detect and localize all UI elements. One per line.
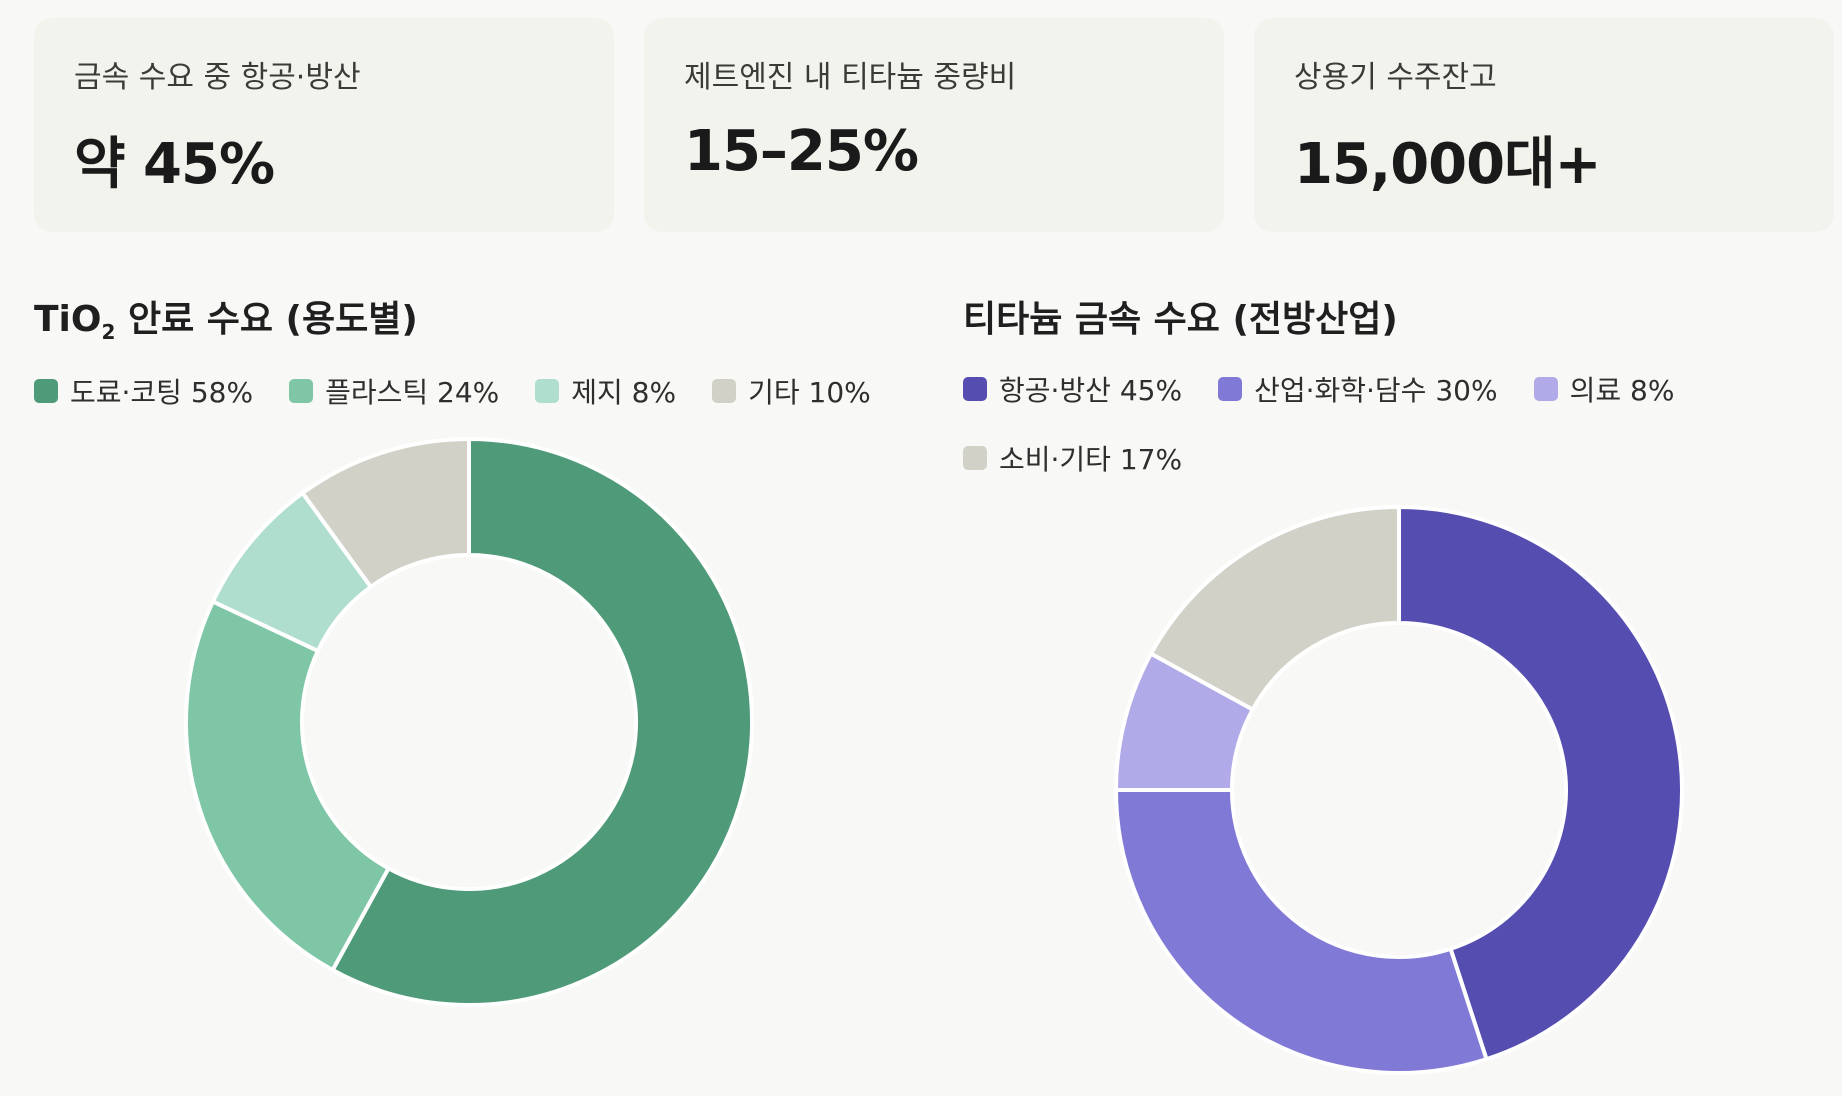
legend-swatch xyxy=(535,379,560,404)
chart-title-main: TiO xyxy=(34,299,102,340)
legend-swatch xyxy=(289,379,314,404)
stat-value: 15–25% xyxy=(684,119,919,184)
legend-label: 제지 8% xyxy=(571,376,677,410)
legend-item: 기타 10% xyxy=(712,374,871,410)
donut-slice-2 xyxy=(184,599,391,972)
legend-swatch xyxy=(1218,377,1243,401)
donut-slice-4 xyxy=(300,437,471,589)
donut-slice-1 xyxy=(330,437,754,1007)
tio2-chart-panel: TiO2 안료 수요 (용도별) 도료·코팅 58% 플라스틱 24% 제지 8… xyxy=(34,290,934,443)
stat-value: 약 45% xyxy=(74,132,275,197)
legend-swatch xyxy=(963,446,987,470)
legend-item: 플라스틱 24% xyxy=(289,374,500,410)
stat-card-order-backlog: 상용기 수주잔고 15,000대+ xyxy=(1254,18,1834,232)
stat-card-jet-engine-weight: 제트엔진 내 티타늄 중량비 15–25% xyxy=(644,18,1224,232)
legend-label: 기타 10% xyxy=(748,376,871,410)
chart-legend: 도료·코팅 58% 플라스틱 24% 제지 8% 기타 10% xyxy=(34,374,934,443)
stat-label: 상용기 수주잔고 xyxy=(1294,60,1497,95)
legend-label: 플라스틱 24% xyxy=(325,376,500,410)
legend-label: 산업·화학·담수 30% xyxy=(1254,374,1498,407)
stat-label: 금속 수요 중 항공·방산 xyxy=(74,60,361,95)
chart-title: 티타늄 금속 수요 (전방산업) xyxy=(963,299,1398,340)
legend-item: 의료 8% xyxy=(1533,372,1675,407)
legend-item: 도료·코팅 58% xyxy=(34,374,254,410)
legend-label: 의료 8% xyxy=(1569,374,1675,407)
chart-title-rest: 안료 수요 (용도별) xyxy=(115,299,418,340)
stat-value: 15,000대+ xyxy=(1294,132,1602,197)
legend-swatch xyxy=(963,377,987,401)
stat-label: 제트엔진 내 티타늄 중량비 xyxy=(684,60,1017,95)
legend-item: 제지 8% xyxy=(535,374,677,410)
chart-title: TiO2 안료 수요 (용도별) xyxy=(34,290,934,344)
chart-title-subscript: 2 xyxy=(101,320,116,345)
legend-label: 항공·방산 45% xyxy=(999,374,1183,407)
legend-label: 도료·코팅 58% xyxy=(70,376,254,410)
legend-item: 항공·방산 45% xyxy=(963,372,1183,407)
legend-swatch xyxy=(712,379,737,404)
stat-card-aerospace-share: 금속 수요 중 항공·방산 약 45% xyxy=(34,18,614,232)
legend-item: 산업·화학·담수 30% xyxy=(1218,372,1498,407)
legend-swatch xyxy=(1533,377,1558,401)
titanium-chart-panel: 티타늄 금속 수요 (전방산업) 항공·방산 45% 산업·화학·담수 30% … xyxy=(963,290,1823,510)
legend-item: 소비·기타 17% xyxy=(963,441,1183,476)
chart-legend: 항공·방산 45% 산업·화학·담수 30% 의료 8% 소비·기타 17% xyxy=(963,372,1823,510)
legend-label: 소비·기타 17% xyxy=(999,443,1183,476)
legend-swatch xyxy=(34,379,58,404)
